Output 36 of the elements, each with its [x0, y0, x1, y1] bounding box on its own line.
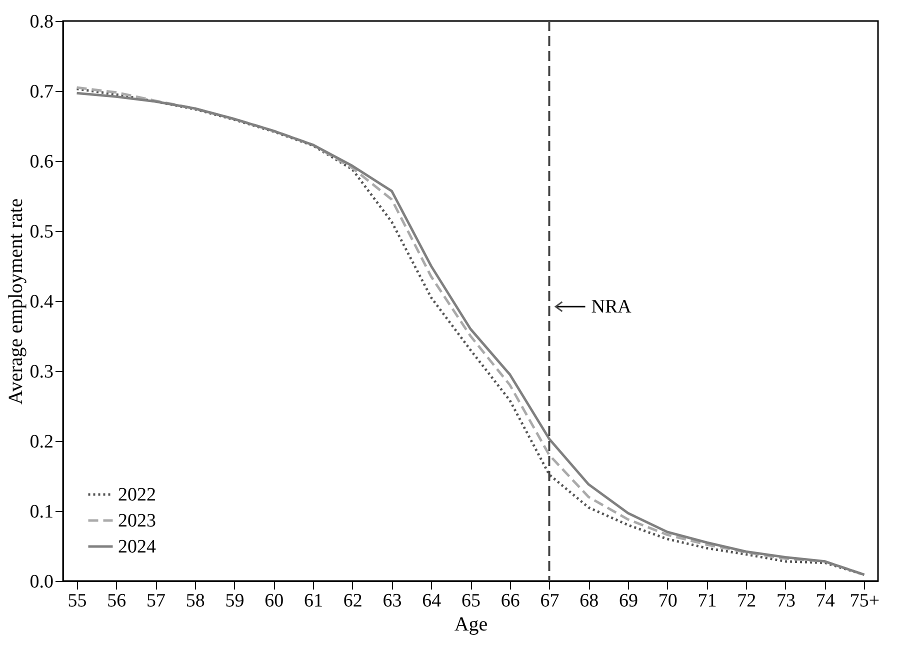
x-tick-label: 62 — [343, 590, 362, 612]
x-tick-label: 63 — [382, 590, 402, 612]
x-tick-label: 60 — [264, 590, 284, 612]
x-tick-label: 57 — [146, 590, 166, 612]
x-axis-title: Age — [454, 614, 488, 636]
legend-label: 2024 — [118, 536, 156, 558]
y-tick-label: 0.3 — [30, 362, 54, 382]
x-tick-label: 64 — [422, 590, 442, 612]
x-tick-label: 55 — [68, 590, 87, 612]
y-tick-label: 0.5 — [30, 222, 54, 242]
x-tick-label: 56 — [107, 590, 126, 612]
y-tick-label: 0.8 — [30, 12, 54, 32]
x-tick-label: 75+ — [850, 590, 880, 612]
x-tick-label: 74 — [816, 590, 836, 612]
x-tick-label: 61 — [304, 590, 324, 612]
ref-line-label: NRA — [591, 296, 632, 318]
x-tick-label: 66 — [500, 590, 520, 612]
x-tick-label: 65 — [462, 590, 480, 612]
x-tick-label: 71 — [698, 590, 717, 612]
y-axis-title: Average employment rate — [4, 198, 27, 405]
y-tick-label: 0.1 — [30, 502, 54, 522]
y-tick-label: 0.4 — [30, 292, 54, 312]
legend-label: 2023 — [118, 510, 156, 532]
x-tick-label: 58 — [186, 590, 205, 612]
x-tick-label: 68 — [580, 590, 599, 612]
x-tick-label: 69 — [618, 590, 638, 612]
y-tick-label: 0.7 — [30, 82, 54, 102]
x-tick-label: 59 — [225, 590, 244, 612]
x-tick-label: 67 — [540, 590, 560, 612]
y-tick-label: 0.0 — [30, 572, 54, 592]
x-tick-label: 72 — [737, 590, 756, 612]
x-tick-label: 70 — [658, 590, 678, 612]
y-tick-label: 0.2 — [30, 432, 54, 452]
y-tick-label: 0.6 — [30, 152, 54, 172]
legend-label: 2022 — [118, 484, 156, 506]
x-tick-label: 73 — [776, 590, 796, 612]
